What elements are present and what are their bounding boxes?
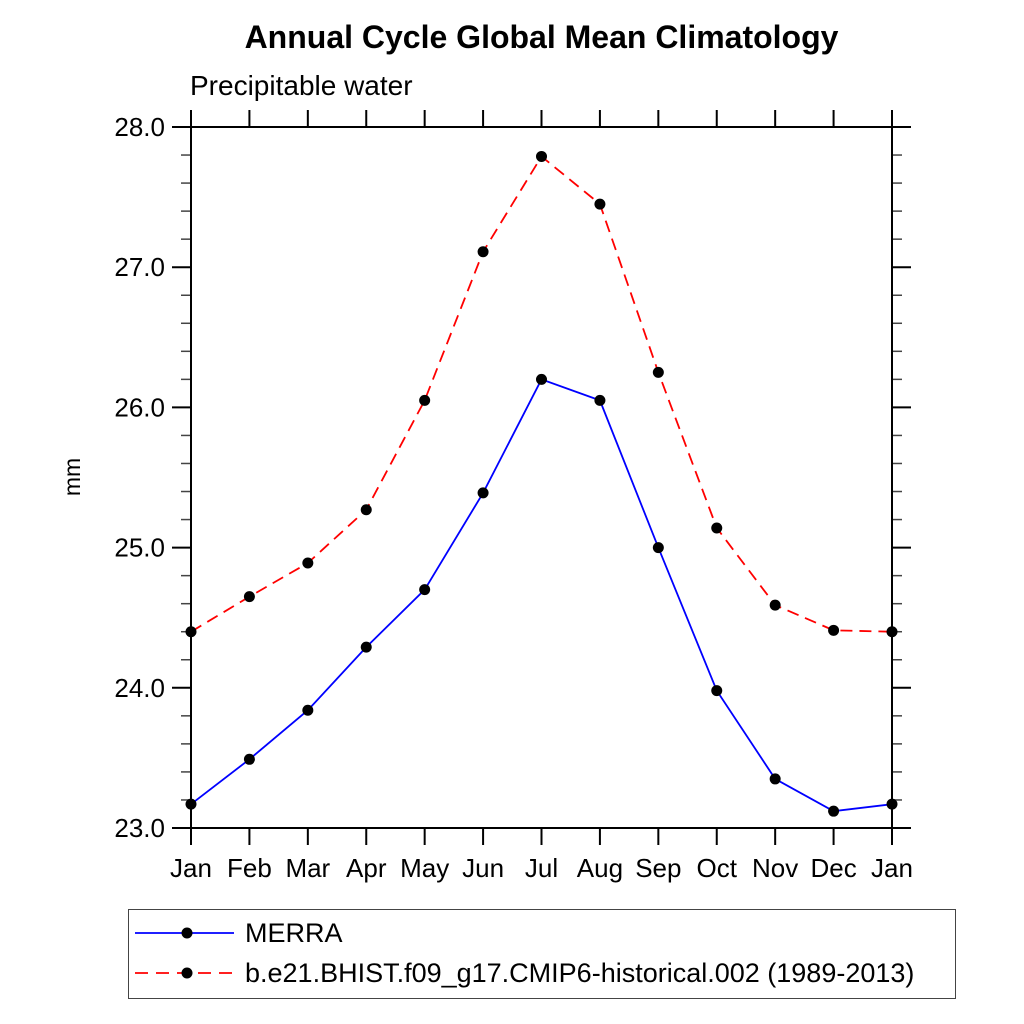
x-tick-label: Mar bbox=[285, 853, 330, 883]
merra-data-point bbox=[243, 753, 255, 765]
x-tick-label: May bbox=[400, 853, 449, 883]
y-tick-label: 25.0 bbox=[114, 533, 165, 563]
merra-data-point bbox=[711, 685, 723, 697]
model-data-point bbox=[360, 504, 372, 516]
legend: MERRA b.e21.BHIST.f09_g17.CMIP6-historic… bbox=[128, 909, 956, 999]
model-data-point bbox=[886, 626, 898, 638]
legend-item-merra: MERRA bbox=[134, 915, 343, 951]
model-data-point bbox=[302, 557, 314, 569]
model-data-point bbox=[652, 366, 664, 378]
model-data-point bbox=[419, 394, 431, 406]
model-sample-marker bbox=[181, 967, 193, 979]
merra-data-point bbox=[185, 798, 197, 810]
x-tick-label: Apr bbox=[346, 853, 387, 883]
merra-data-point bbox=[536, 373, 547, 385]
y-tick-label: 28.0 bbox=[114, 112, 165, 142]
model-line-sample bbox=[135, 967, 234, 979]
model-data-point bbox=[769, 599, 781, 611]
merra-data-point bbox=[419, 584, 431, 596]
y-tick-label: 24.0 bbox=[114, 673, 165, 703]
merra-line-sample bbox=[135, 927, 234, 939]
x-tick-label: Jan bbox=[170, 853, 212, 883]
x-tick-label: Dec bbox=[810, 853, 856, 883]
merra-data-point bbox=[594, 394, 606, 406]
model-data-point bbox=[477, 246, 489, 258]
y-tick-label: 26.0 bbox=[114, 392, 165, 422]
merra-data-point bbox=[302, 704, 314, 716]
model-data-point bbox=[828, 624, 840, 636]
legend-label-merra: MERRA bbox=[245, 917, 343, 948]
model-data-point bbox=[536, 150, 547, 162]
y-tick-label: 23.0 bbox=[114, 813, 165, 843]
y-tick-label: 27.0 bbox=[114, 252, 165, 282]
model-series-line bbox=[190, 155, 893, 633]
plot-frame bbox=[190, 126, 893, 829]
model-data-point bbox=[243, 591, 255, 603]
x-tick-label: Jul bbox=[525, 853, 558, 883]
x-tick-label: Feb bbox=[227, 853, 272, 883]
x-tick-label: Sep bbox=[635, 853, 681, 883]
chart-subtitle: Precipitable water bbox=[190, 70, 413, 101]
merra-data-point bbox=[828, 805, 840, 817]
merra-data-point bbox=[886, 798, 898, 810]
x-tick-label: Nov bbox=[752, 853, 798, 883]
merra-data-point bbox=[477, 487, 489, 499]
merra-data-point bbox=[652, 542, 664, 554]
x-tick-label: Aug bbox=[577, 853, 623, 883]
model-data-point bbox=[185, 626, 197, 638]
legend-label-model: b.e21.BHIST.f09_g17.CMIP6-historical.002… bbox=[245, 957, 915, 988]
legend-item-model: b.e21.BHIST.f09_g17.CMIP6-historical.002… bbox=[134, 955, 914, 991]
x-tick-label: Oct bbox=[697, 853, 738, 883]
model-data-point bbox=[711, 522, 723, 534]
x-tick-label: Jun bbox=[462, 853, 504, 883]
merra-series-line bbox=[190, 378, 893, 813]
merra-data-point bbox=[360, 641, 372, 653]
model-data-point bbox=[594, 198, 606, 210]
merra-data-point bbox=[769, 773, 781, 785]
merra-sample-marker bbox=[181, 927, 193, 939]
x-tick-label: Jan bbox=[871, 853, 913, 883]
chart-title: Annual Cycle Global Mean Climatology bbox=[244, 19, 839, 55]
